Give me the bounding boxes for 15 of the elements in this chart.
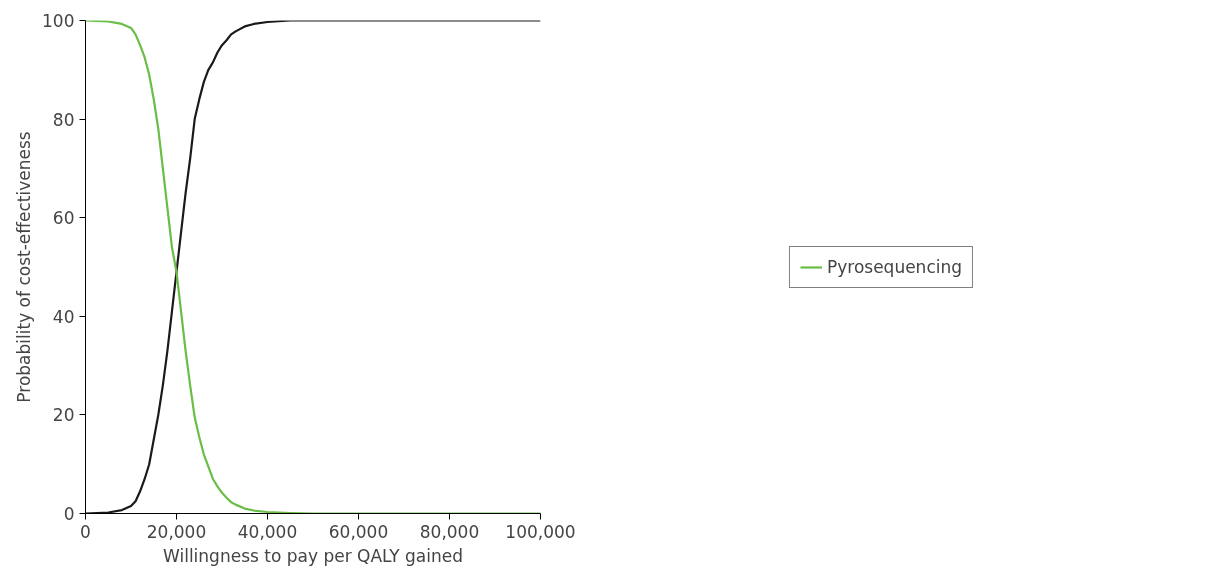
y-tick-label: 0 xyxy=(63,504,75,524)
x-tick-label: 20,000 xyxy=(146,521,207,542)
y-tick-label: 60 xyxy=(52,208,75,229)
y-tick-label: 80 xyxy=(52,109,75,130)
x-tick-label: 80,000 xyxy=(419,521,480,542)
legend-label: Pyrosequencing xyxy=(826,256,963,277)
x-tick-label: 60,000 xyxy=(328,521,389,542)
y-tick-label: 100 xyxy=(42,11,75,31)
x-tick-label: 100,000 xyxy=(505,521,576,542)
x-axis-title: Willingness to pay per QALY gained xyxy=(163,545,463,566)
y-axis-title: Probability of cost-effectiveness xyxy=(14,131,35,403)
y-tick-label: 40 xyxy=(52,306,75,327)
x-tick-label: 0 xyxy=(80,521,91,542)
y-tick-label: 20 xyxy=(52,405,75,426)
x-tick-label: 40,000 xyxy=(237,521,298,542)
